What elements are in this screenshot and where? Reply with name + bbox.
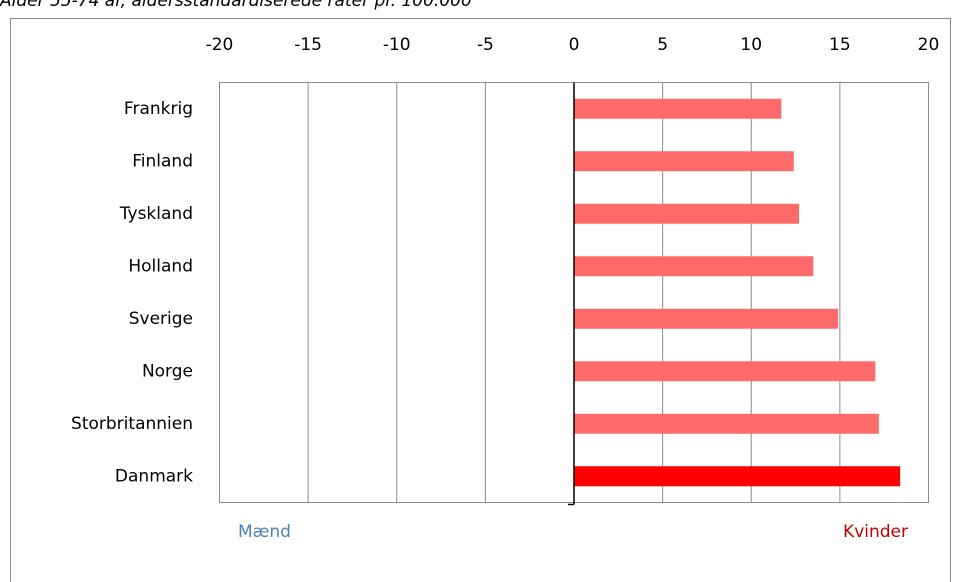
bar	[574, 256, 814, 277]
chart-border	[10, 18, 951, 582]
y-tick-label: Finland	[132, 151, 193, 171]
bar	[574, 466, 901, 487]
x-tick-label: -15	[294, 35, 322, 55]
bar	[574, 413, 879, 434]
annotation: Mænd	[238, 522, 291, 542]
x-tick-label: -20	[206, 35, 234, 55]
y-tick-label: Tyskland	[119, 204, 193, 224]
y-tick-label: Holland	[128, 256, 193, 276]
x-tick-label: 10	[740, 35, 762, 55]
x-tick-label: 0	[569, 35, 580, 55]
bar	[574, 361, 876, 382]
x-tick-label: 15	[829, 35, 851, 55]
x-tick-label: 20	[918, 35, 940, 55]
y-tick-label: Norge	[142, 361, 193, 381]
y-tick-label: Sverige	[129, 309, 193, 329]
x-tick-label: 5	[657, 35, 668, 55]
bar	[574, 308, 839, 329]
bar	[574, 203, 800, 224]
y-tick-label: Danmark	[115, 466, 193, 486]
y-tick-label: Frankrig	[124, 99, 193, 119]
bar	[574, 151, 794, 172]
x-tick-label: -5	[477, 35, 494, 55]
x-tick-label: -10	[383, 35, 411, 55]
bar	[574, 98, 782, 119]
annotation: Kvinder	[843, 522, 908, 542]
y-tick-label: Storbritannien	[71, 414, 193, 434]
chart-title: Alder 55-74 år, aldersstandardiserede ra…	[0, 0, 472, 11]
